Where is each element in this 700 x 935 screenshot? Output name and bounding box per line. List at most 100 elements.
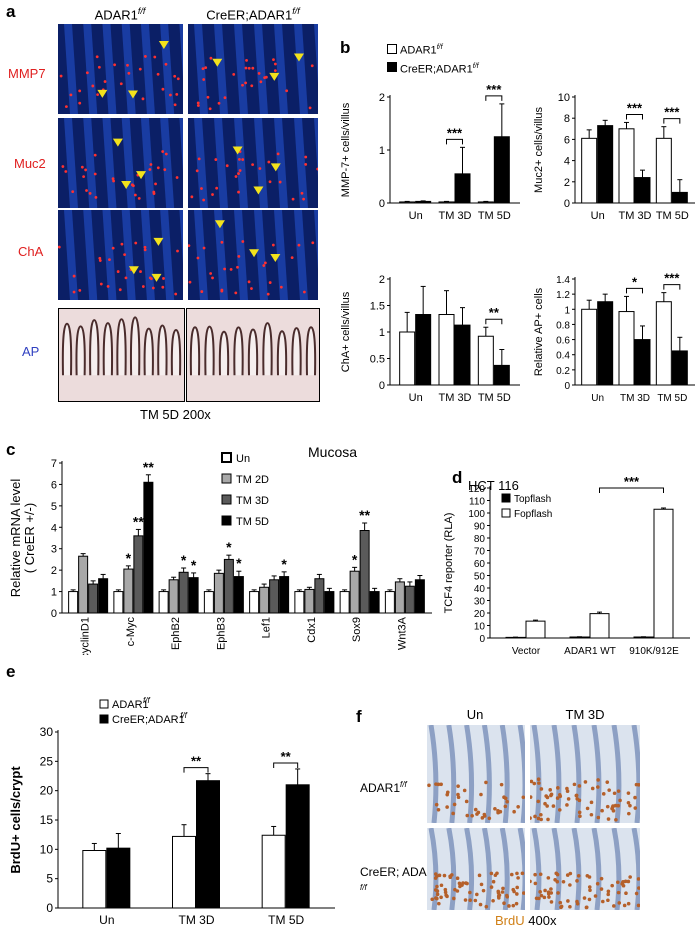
stain-dot xyxy=(259,80,263,84)
stain-dot xyxy=(124,276,128,280)
brdu-nucleus xyxy=(612,791,617,796)
legend-swatch xyxy=(221,473,232,484)
y-tick-label: 70 xyxy=(474,547,486,558)
brdu-nucleus xyxy=(437,873,442,878)
tissue-band xyxy=(121,210,136,300)
tissue-band xyxy=(294,118,308,208)
y-axis-label: MMP-7+ cells/villus xyxy=(340,102,352,197)
stain-dot xyxy=(97,65,101,69)
significance-label: *** xyxy=(664,271,680,286)
stain-dot xyxy=(161,87,165,91)
brdu-nucleus xyxy=(587,897,592,902)
stain-dot xyxy=(61,165,65,168)
bar xyxy=(634,339,651,386)
stain-dot xyxy=(214,158,218,161)
brdu-nucleus xyxy=(585,873,590,878)
x-tick-label: ADAR1 WT xyxy=(564,646,616,657)
y-tick-label: 1 xyxy=(51,587,57,599)
brdu-nucleus xyxy=(606,892,611,897)
stain-dot xyxy=(304,162,308,166)
bar xyxy=(655,301,672,386)
x-tick-label: Wnt3A xyxy=(396,616,408,650)
significance-bracket xyxy=(663,118,681,124)
y-tick-label: 3 xyxy=(51,544,57,556)
brdu-nucleus xyxy=(599,876,604,881)
villus-outline xyxy=(75,325,86,376)
brdu-nucleus xyxy=(605,804,610,809)
significance-bracket xyxy=(626,287,643,294)
bar xyxy=(618,128,635,204)
bar xyxy=(671,350,688,386)
y-axis-label: TCF4 reporter (RLA) xyxy=(443,513,455,614)
stain-dot xyxy=(263,261,267,265)
bar xyxy=(414,579,425,614)
brdu-nucleus xyxy=(624,891,628,896)
brdu-nucleus xyxy=(618,798,622,803)
y-tick-label: 1.5 xyxy=(370,301,385,313)
stain-dot xyxy=(215,186,219,190)
brdu-nucleus xyxy=(457,881,462,886)
brdu-nucleus xyxy=(589,812,594,817)
brdu-nucleus xyxy=(545,804,549,808)
brdu-nucleus xyxy=(551,804,556,808)
brdu-nucleus xyxy=(530,795,533,799)
brdu-nucleus xyxy=(452,802,457,807)
stain-dot xyxy=(134,241,138,245)
significance-label: * xyxy=(126,550,132,566)
villus-outline xyxy=(233,326,244,376)
brdu-nucleus xyxy=(437,901,441,906)
brdu-nucleus xyxy=(589,800,594,805)
stain-dot xyxy=(116,270,120,273)
brdu-nucleus xyxy=(606,817,611,821)
y-tick-label: 20 xyxy=(40,784,54,798)
brdu-nucleus xyxy=(606,898,610,903)
brdu-nucleus xyxy=(533,872,537,877)
micrograph-image xyxy=(58,118,183,208)
tissue-band xyxy=(214,118,228,208)
bar xyxy=(188,577,199,614)
bar xyxy=(671,191,688,204)
brdu-nucleus xyxy=(453,887,457,892)
stain-dot xyxy=(91,84,95,88)
bar xyxy=(581,137,598,204)
panel-a-row-mmp7: MMP7 xyxy=(8,66,46,81)
muc2-control-micrograph xyxy=(58,118,183,208)
arrowhead-marker xyxy=(136,171,147,180)
stain-dot xyxy=(156,72,160,76)
brdu-nucleus xyxy=(614,817,618,822)
stain-dot xyxy=(311,241,315,245)
tissue-band xyxy=(294,210,308,300)
brdu-nucleus xyxy=(468,890,472,895)
y-tick-label: 0 xyxy=(51,608,57,620)
chart-ap: 0 0.2 0.4 0.6 0.8 1 1.2 1.4 Relative AP+ cells Un… xyxy=(533,271,695,404)
brdu-nucleus xyxy=(549,887,553,891)
stain-dot xyxy=(139,270,142,273)
brdu-nucleus xyxy=(626,879,631,884)
brdu-nucleus xyxy=(480,816,485,820)
stain-dot xyxy=(279,285,283,289)
y-tick-label: 6 xyxy=(564,134,570,146)
brdu-nucleus xyxy=(499,782,504,787)
brdu-nucleus xyxy=(616,890,621,895)
bar xyxy=(261,834,286,909)
tissue-band xyxy=(179,210,183,265)
brdu-nucleus xyxy=(521,795,525,800)
x-tick-label: Cdx1 xyxy=(306,617,318,643)
x-tick-label: Un xyxy=(409,210,423,222)
stain-dot xyxy=(126,63,129,67)
stain-dot xyxy=(273,62,277,66)
micrograph-image xyxy=(427,725,525,823)
y-tick-label: 0.4 xyxy=(556,351,570,362)
y-tick-label: 2 xyxy=(379,274,385,286)
villus-outline xyxy=(204,325,215,376)
brdu-nucleus xyxy=(445,805,449,809)
stain-dot xyxy=(266,292,270,296)
brdu-nucleus xyxy=(515,885,519,890)
panel-a-row-ap: AP xyxy=(22,344,40,359)
brdu-nucleus xyxy=(568,883,572,887)
y-tick-label: 80 xyxy=(474,534,486,545)
brdu-nucleus xyxy=(616,803,621,808)
brdu-nucleus xyxy=(479,792,483,797)
arrowhead-marker xyxy=(212,58,223,67)
bar xyxy=(359,530,370,614)
